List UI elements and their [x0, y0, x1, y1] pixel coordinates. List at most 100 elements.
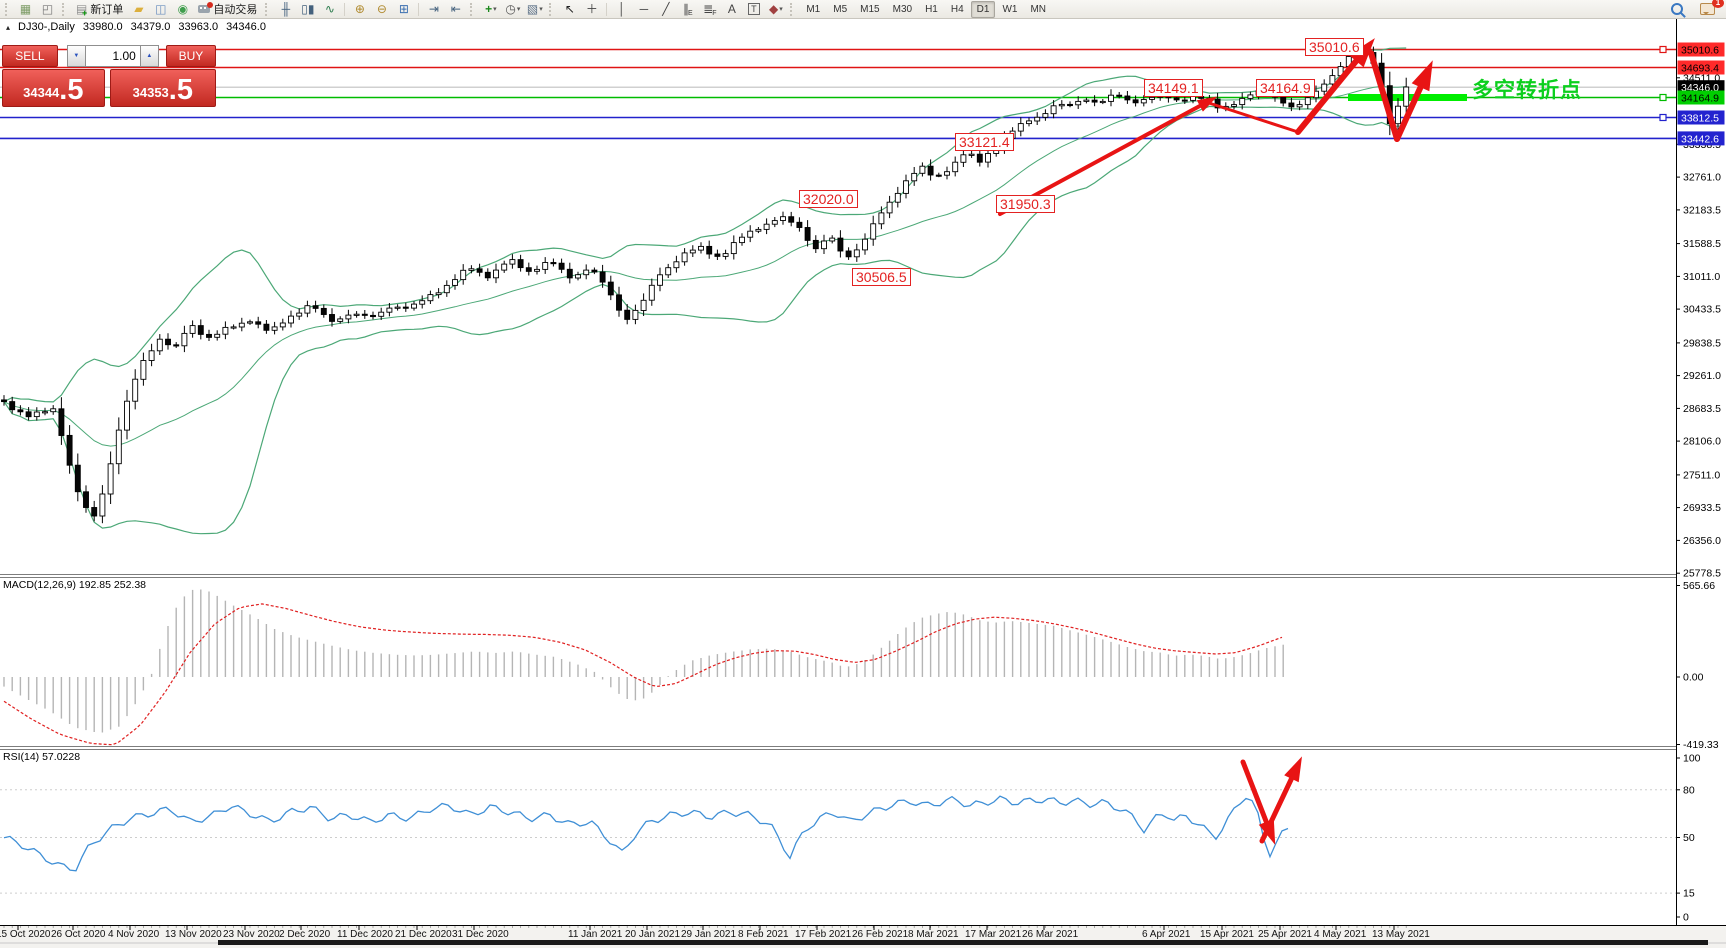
icon-glyph: ▤ — [76, 1, 88, 16]
channel-icon[interactable]: ∥ E — [677, 1, 698, 18]
ohlc-close: 34346.0 — [226, 21, 266, 33]
fibonacci-icon[interactable]: ≣ F — [699, 1, 720, 18]
trendline-icon[interactable]: ╱ — [655, 1, 676, 17]
line-chart-icon[interactable]: ∿ — [319, 1, 340, 17]
icon-glyph: A — [727, 1, 736, 16]
period-icon[interactable]: ◷ ▾ — [502, 1, 523, 17]
icon-glyph: ↖ — [564, 1, 575, 16]
toolbar-separator — [418, 2, 420, 16]
candlestick-chart-icon[interactable]: ▯▮ — [297, 1, 318, 17]
label-icon[interactable]: T — [743, 1, 764, 17]
icon-glyph: ◉ — [177, 1, 189, 16]
svg-text:29261.0: 29261.0 — [1683, 370, 1721, 382]
auto-scroll-icon[interactable]: ⇥ — [423, 1, 444, 17]
icon-glyph: ⇥ — [428, 1, 439, 16]
toolbar-grip — [5, 2, 11, 16]
chart-window-icon[interactable]: ▦ — [15, 1, 36, 17]
notification-badge: 1 — [1712, 0, 1724, 8]
timeframe-h1[interactable]: H1 — [925, 3, 938, 15]
price-annotation: 31950.3 — [996, 195, 1055, 213]
icon-glyph: ∥ — [683, 1, 689, 16]
price-annotation: 34149.1 — [1144, 79, 1203, 97]
macd-indicator-label: MACD(12,26,9) 192.85 252.38 — [3, 579, 147, 591]
signal-icon[interactable]: ◉ — [172, 1, 193, 17]
timeframe-d1[interactable]: D1 — [970, 0, 996, 18]
zoom-window-icon[interactable]: ◰ — [37, 1, 58, 17]
svg-text:30433.5: 30433.5 — [1683, 304, 1721, 316]
candles — [1, 46, 1410, 524]
rsi-line — [3, 795, 1289, 872]
crosshair-icon[interactable]: ＋ — [581, 1, 602, 17]
profile-icon[interactable]: ◫ — [150, 1, 171, 17]
search-icon[interactable] — [1666, 1, 1687, 17]
shapes-icon[interactable]: ◆ ▾ — [765, 1, 786, 17]
svg-text:31011.0: 31011.0 — [1683, 271, 1720, 283]
chevron-down-icon: ▾ — [539, 6, 543, 13]
scrollbar-thumb[interactable] — [218, 940, 1708, 945]
chinese-annotation: 多空转折点 — [1472, 79, 1582, 102]
sell-price-display[interactable]: 34344.5 — [2, 69, 105, 107]
timeframe-m5[interactable]: M5 — [833, 3, 848, 15]
highlighter-icon[interactable]: ▰ — [128, 1, 149, 17]
rsi-indicator-label: RSI(14) 57.0228 — [3, 751, 81, 763]
toolbar-grip — [265, 2, 271, 16]
icon-glyph: ◆ — [768, 1, 779, 16]
timeframe-m15[interactable]: M15 — [860, 3, 880, 15]
zoom-in-icon[interactable]: ⊕ — [349, 1, 370, 17]
volume-increase-button[interactable]: ▲ — [139, 45, 159, 67]
icon-glyph: ◫ — [155, 1, 167, 16]
svg-text:32183.5: 32183.5 — [1683, 204, 1721, 216]
auto-trading-button[interactable]: 自动交易 — [194, 1, 261, 17]
toolbar-separator — [344, 2, 346, 16]
cursor-icon[interactable]: ↖ — [559, 1, 580, 17]
date-label: 15 Oct 2020 — [0, 929, 51, 940]
buy-price-display[interactable]: 34353.5 — [109, 69, 216, 107]
text-icon[interactable]: A — [721, 1, 742, 17]
icon-glyph: ▯▮ — [301, 1, 315, 16]
timeframe-m30[interactable]: M30 — [892, 3, 913, 15]
svg-text:33442.6: 33442.6 — [1681, 133, 1719, 145]
svg-text:26933.5: 26933.5 — [1683, 502, 1721, 514]
zoom-out-icon[interactable]: ⊖ — [371, 1, 392, 17]
volume-input[interactable] — [85, 45, 140, 67]
notifications-icon[interactable]: 1 — [1697, 0, 1724, 17]
chart-shift-icon[interactable]: ⇤ — [445, 1, 466, 17]
timeframe-mn[interactable]: MN — [1030, 3, 1047, 15]
icon-glyph: ▦ — [19, 1, 32, 16]
magnifier-icon — [1670, 3, 1683, 15]
buy-button[interactable]: BUY — [165, 45, 216, 67]
timeframe-m1[interactable]: M1 — [806, 3, 821, 15]
svg-text:35010.6: 35010.6 — [1681, 45, 1719, 57]
bar-chart-icon[interactable]: ╫ — [275, 1, 296, 17]
symbol-marker-icon: ▴ — [6, 22, 11, 32]
horizontal-line-icon[interactable]: ─ — [633, 1, 654, 17]
price-annotation: 30506.5 — [852, 268, 911, 286]
main-toolbar: ▦ ◰ ▤ + 新订单 ▰ ◫ ◉ 自动交易 ╫ ▯▮ ∿ ⊕ ⊖ ⊞ ⇥ ⇤ + ▾ ◷ ▾ ▧ ▾ ↖ ＋ │ ─ ╱ ∥ E ≣ F A T… — [0, 0, 1726, 19]
template-icon[interactable]: ▧ ▾ — [524, 1, 545, 17]
vertical-line-icon[interactable]: │ — [611, 1, 632, 17]
icon-glyph: ╫ — [281, 1, 291, 16]
indicators-icon[interactable]: + ▾ — [480, 1, 501, 17]
ohlc-open: 33980.0 — [82, 21, 123, 33]
date-label: 25 Apr 2021 — [1258, 929, 1312, 940]
icon-glyph: ╱ — [662, 1, 670, 16]
svg-text:80: 80 — [1683, 784, 1695, 796]
date-label: 26 Feb 2021 — [852, 929, 909, 940]
icon-glyph: ⇤ — [450, 1, 461, 16]
timeframe-h4[interactable]: H4 — [950, 3, 964, 15]
toolbar-button-label: 新订单 — [90, 4, 124, 16]
volume-decrease-button[interactable]: ▼ — [66, 45, 86, 67]
tile-windows-icon[interactable]: ⊞ — [393, 1, 414, 17]
timeframe-w1[interactable]: W1 — [1002, 3, 1018, 15]
svg-text:0: 0 — [1683, 912, 1689, 924]
icon-sub-letter: F — [712, 10, 717, 17]
date-label: 11 Jan 2021 — [568, 929, 623, 940]
new-order-button[interactable]: ▤ + 新订单 — [72, 1, 127, 19]
date-label: 15 Apr 2021 — [1200, 929, 1254, 940]
icon-glyph: T — [748, 3, 760, 15]
toolbar-grip — [62, 2, 68, 16]
date-label: 17 Feb 2021 — [795, 929, 852, 940]
symbol-title: DJ30-,Daily — [18, 21, 75, 33]
svg-text:28106.0: 28106.0 — [1683, 436, 1721, 448]
sell-button[interactable]: SELL — [2, 45, 58, 67]
